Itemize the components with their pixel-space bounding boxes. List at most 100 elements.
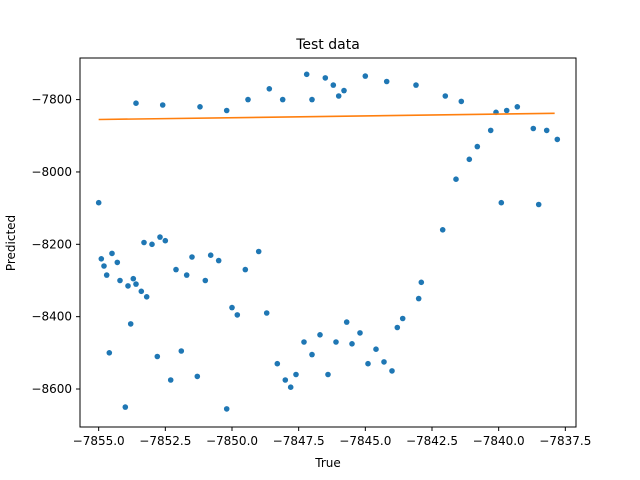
data-point (322, 75, 329, 81)
data-point (157, 234, 163, 240)
chart-title: Test data (295, 37, 360, 53)
plot-frame (79, 57, 577, 428)
data-point (309, 351, 315, 358)
data-point (245, 96, 251, 103)
data-point (173, 266, 179, 273)
data-point (503, 107, 510, 114)
y-tick-label: −8400 (31, 310, 72, 324)
data-point (95, 199, 102, 206)
data-point (487, 127, 494, 134)
data-point (458, 98, 465, 105)
data-point (317, 332, 323, 338)
fit-line (98, 112, 555, 121)
data-point (466, 156, 473, 163)
data-point (138, 288, 145, 295)
data-point (383, 78, 390, 85)
data-point (442, 93, 449, 99)
data-point (183, 272, 190, 278)
data-point (362, 73, 369, 79)
data-point (263, 310, 270, 316)
data-point (343, 319, 350, 325)
data-point (141, 239, 147, 246)
data-point (543, 127, 550, 134)
data-point (194, 373, 201, 380)
data-point (103, 272, 110, 278)
y-tick-label: −8200 (31, 237, 72, 251)
y-tick-label: −8600 (31, 382, 72, 396)
data-point (149, 241, 155, 248)
data-point (335, 93, 342, 99)
y-axis-ticks: −7800 −8000 −8200 −8400 −8600 (31, 93, 80, 396)
data-point (287, 384, 294, 391)
data-point (143, 294, 150, 300)
data-point (242, 266, 249, 273)
fit-line-layer (98, 112, 555, 121)
data-point (535, 201, 542, 208)
data-point (178, 348, 185, 354)
data-point (303, 71, 310, 78)
data-point (309, 96, 315, 103)
data-point (207, 252, 214, 258)
data-point (498, 199, 505, 206)
data-point (223, 406, 230, 412)
data-point (418, 279, 425, 286)
data-point (514, 104, 521, 110)
y-tick-label: −8000 (31, 165, 72, 179)
y-tick-label: −7800 (31, 93, 72, 107)
data-point (197, 104, 203, 110)
y-axis-label: Predicted (4, 215, 18, 271)
data-point (282, 377, 289, 383)
data-point (106, 350, 113, 356)
data-point (229, 304, 235, 311)
data-point (266, 86, 273, 92)
data-point (223, 107, 230, 114)
data-point (130, 275, 137, 282)
data-point (125, 283, 131, 289)
x-tick-label: −7845.0 (339, 434, 391, 448)
data-point (301, 339, 307, 345)
data-point (530, 125, 537, 132)
x-tick-label: −7837.5 (539, 434, 591, 448)
data-point (189, 254, 195, 260)
data-point (474, 143, 481, 150)
data-point (341, 87, 347, 94)
data-point (154, 353, 161, 360)
data-point (439, 227, 446, 233)
x-tick-label: −7847.5 (273, 434, 325, 448)
data-point (357, 330, 363, 336)
data-point (133, 281, 139, 287)
data-point (127, 321, 134, 327)
data-point (114, 259, 121, 266)
data-point (389, 368, 395, 374)
data-point (330, 82, 337, 88)
data-point (349, 341, 355, 347)
x-tick-label: −7850.0 (206, 434, 258, 448)
data-point (255, 248, 262, 255)
data-point (234, 312, 241, 318)
data-point (554, 136, 561, 143)
data-point (133, 100, 139, 106)
data-point (394, 324, 401, 331)
data-point (333, 339, 339, 345)
data-point (109, 250, 115, 257)
data-point (202, 277, 209, 284)
data-point (399, 315, 406, 322)
data-point (413, 82, 419, 88)
data-point (325, 371, 331, 378)
data-point (167, 377, 174, 383)
data-point (373, 346, 379, 353)
data-point (453, 176, 459, 182)
data-point (293, 371, 299, 378)
x-axis-label: True (314, 456, 341, 470)
x-axis-ticks: −7855.0 −7852.5 −7850.0 −7847.5 −7845.0 −7842… (73, 427, 591, 448)
data-point (117, 277, 123, 284)
x-tick-label: −7852.5 (139, 434, 191, 448)
x-tick-label: −7855.0 (73, 434, 125, 448)
data-point (415, 295, 422, 302)
data-point (215, 257, 222, 264)
data-point (274, 360, 281, 367)
data-point (101, 263, 107, 269)
x-tick-label: −7840.0 (473, 434, 525, 448)
